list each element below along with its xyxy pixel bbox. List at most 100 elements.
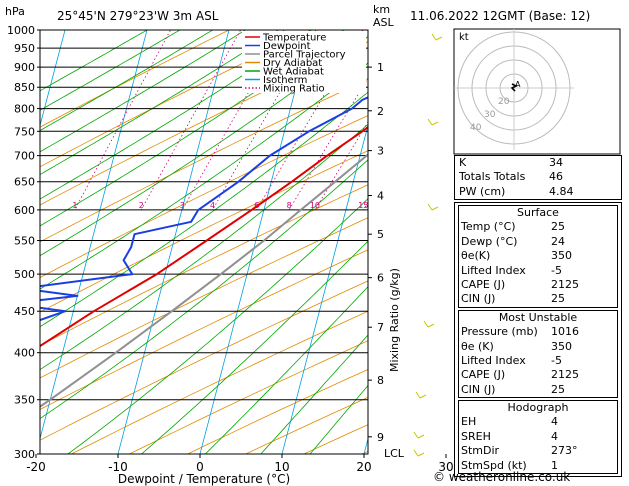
km-tick-label: 8: [377, 374, 384, 387]
wind-barb: [415, 391, 427, 399]
indices-row: Totals Totals 46: [455, 170, 621, 184]
temperature-tick-label: 10: [274, 460, 289, 474]
mixing-ratio-label: 25: [422, 201, 432, 210]
most-unstable-title: Most Unstable: [498, 310, 578, 324]
surface-label: Lifted Index: [461, 263, 526, 277]
wind-barb: [423, 320, 435, 328]
wet-adiabat-line: [140, 240, 368, 454]
axes: 3003504004505005506006507007508008509009…: [7, 24, 536, 474]
most-unstable-row: CAPE (J) 2125: [459, 368, 617, 382]
dry-adiabat-line: [70, 310, 368, 454]
temperature-line: [40, 125, 368, 348]
temperature-tick-label: 30: [438, 460, 453, 474]
surface-row: θe(K) 350: [459, 249, 617, 263]
hodograph-label: EH: [461, 415, 477, 429]
wind-barb: [413, 449, 425, 457]
km-tick-label: 6: [377, 272, 384, 285]
hodograph-label: StmSpd (kt): [461, 458, 527, 472]
isotherm-line: [40, 30, 66, 128]
wet-adiabat-line: [260, 334, 368, 454]
hodograph-value: 1: [551, 458, 558, 472]
dry-adiabat-line: [40, 217, 368, 379]
mixing-ratio-line: [140, 30, 242, 211]
most-unstable-row: θe (K) 350: [459, 340, 617, 354]
surface-value: 25: [551, 292, 565, 306]
surface-row: CIN (J) 25: [459, 292, 617, 306]
wet-adiabat-line: [40, 30, 148, 92]
legend-entry: Dewpoint: [263, 41, 311, 52]
wet-adiabat-line: [40, 123, 368, 371]
wind-barb: [427, 118, 439, 126]
pressure-tick-label: 450: [14, 305, 35, 318]
pressure-tick-label: 400: [14, 347, 35, 360]
mixing-ratio-label: 4: [210, 201, 215, 210]
dry-adiabat-line: [40, 30, 230, 128]
wind-barb: [431, 33, 443, 41]
km-unit-label: km: [373, 3, 390, 16]
pressure-tick-label: 850: [14, 81, 35, 94]
legend-box: [242, 31, 366, 93]
km-tick-label: 7: [377, 321, 384, 334]
wet-adiabat-line: [40, 159, 368, 420]
pressure-tick-label: 1000: [7, 24, 35, 37]
hodograph-row: StmDir 273°: [459, 444, 617, 458]
surface-row: Lifted Index -5: [459, 264, 617, 278]
surface-value: 2125: [551, 277, 579, 291]
dewpoint-line: [40, 96, 368, 322]
legend-entry: Dry Adiabat: [263, 58, 322, 69]
km-tick-label: 5: [377, 228, 384, 241]
surface-row: CAPE (J) 2125: [459, 278, 617, 292]
pressure-tick-label: 350: [14, 394, 35, 407]
dry-adiabat-line: [40, 150, 368, 313]
most-unstable-row: CIN (J) 25: [459, 383, 617, 397]
hodograph-value: 4: [551, 415, 558, 429]
pressure-tick-label: 750: [14, 125, 35, 138]
hpa-unit-label: hPa: [5, 5, 25, 18]
hodograph-point-label: A: [515, 80, 521, 89]
plot-area: 1 2 3 4 6 8 10 15 20 25: [40, 30, 432, 454]
pressure-tick-label: 700: [14, 150, 35, 163]
wet-adiabat-line: [67, 198, 368, 454]
temperature-tick-label: -10: [108, 460, 128, 474]
surface-row: Dewp (°C) 24: [459, 235, 617, 249]
hodograph-ring-label: 40: [470, 123, 482, 133]
wet-adiabat-line: [40, 30, 312, 200]
most-unstable-label: θe (K): [461, 339, 494, 353]
pressure-tick-label: 300: [14, 448, 35, 461]
surface-value: 25: [551, 220, 565, 234]
most-unstable-value: 1016: [551, 325, 579, 339]
mixing-ratio-label: 1: [72, 201, 77, 210]
surface-label: CIN (J): [461, 292, 496, 306]
mixing-ratio-label: 15: [358, 201, 368, 210]
hodograph-ring-label: 30: [484, 110, 496, 120]
lcl-label: LCL: [384, 447, 405, 460]
location-label: 25°45'N 279°23'W 3m ASL: [57, 9, 219, 23]
wind-barb: [413, 431, 425, 439]
km-tick-label: 2: [377, 105, 384, 118]
pressure-tick-label: 800: [14, 103, 35, 116]
stats-panel: Surface Temp (°C) 25 Dewp (°C) 24 θe(K) 350…: [454, 202, 622, 478]
legend-entry: Parcel Trajectory: [263, 50, 346, 61]
isotherm-line: [117, 30, 230, 454]
surface-section: Surface Temp (°C) 25 Dewp (°C) 24 θe(K) 350…: [458, 205, 618, 308]
temperature-tick-label: -20: [26, 460, 46, 474]
index-label: K: [459, 156, 467, 169]
plot-frame: [39, 29, 369, 455]
most-unstable-label: CAPE (J): [461, 368, 506, 382]
surface-value: 24: [551, 234, 565, 248]
hodograph-value: 273°: [551, 444, 578, 458]
dry-adiabat-line: [40, 78, 368, 243]
wet-adiabat-line: [40, 36, 368, 257]
most-unstable-label: Lifted Index: [461, 353, 526, 367]
most-unstable-value: 2125: [551, 368, 579, 382]
dry-adiabat-line: [40, 184, 368, 346]
hodograph-frame: [453, 28, 621, 155]
credit-label: © weatheronline.co.uk: [433, 470, 571, 484]
wet-adiabat-line: [40, 91, 368, 328]
mixing-ratio-label: 2: [139, 201, 144, 210]
dry-adiabat-line: [40, 280, 368, 441]
pressure-tick-label: 600: [14, 204, 35, 217]
hodograph-ring-label: 20: [498, 97, 510, 107]
most-unstable-value: 25: [551, 382, 565, 396]
